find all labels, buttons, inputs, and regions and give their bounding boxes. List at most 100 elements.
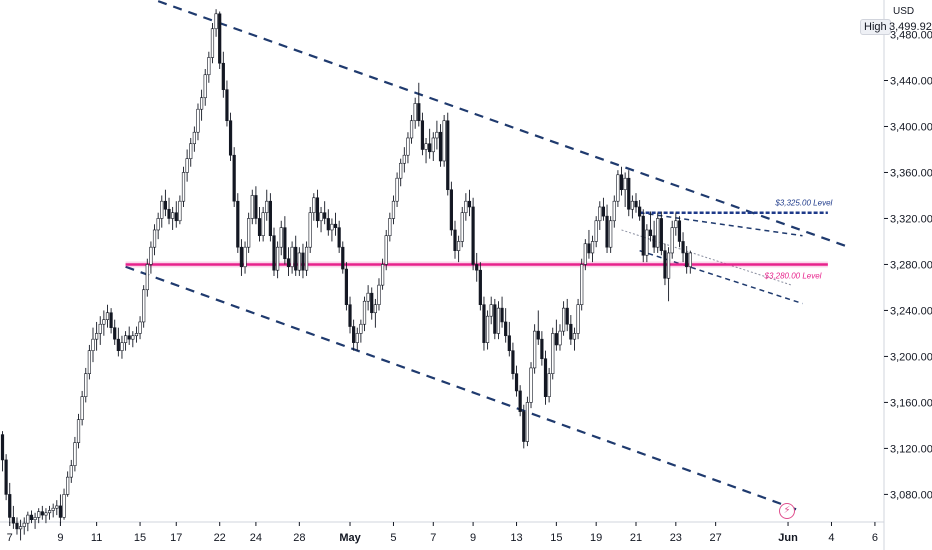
candle-body — [337, 227, 341, 248]
candle-body — [623, 177, 627, 191]
candle-body — [33, 517, 37, 521]
candle-body — [533, 330, 537, 369]
candle-body — [677, 220, 682, 242]
candle-body — [312, 197, 316, 214]
candle-body — [181, 172, 186, 202]
y-tick-label: 3,120.00 — [890, 443, 932, 455]
x-tick-label: 5 — [390, 532, 396, 544]
candle-body — [500, 307, 504, 323]
currency-label: USD — [893, 6, 915, 17]
inner-lower-trendline — [639, 249, 803, 305]
candle-body — [102, 319, 106, 325]
candle-body — [424, 143, 428, 150]
candle-body — [420, 120, 425, 150]
y-tick-label: 3,200.00 — [890, 351, 932, 363]
candle-body — [475, 264, 479, 271]
candle-body — [37, 511, 41, 518]
candle-body — [504, 321, 508, 337]
candle-body — [438, 131, 443, 162]
candle-body — [91, 338, 95, 351]
x-tick-label: 9 — [57, 532, 63, 544]
candle-body — [362, 300, 367, 325]
candle-body — [685, 252, 689, 268]
candle-body — [406, 137, 410, 156]
candle-body — [214, 13, 218, 30]
candle-body — [236, 200, 240, 248]
candle-body — [254, 195, 258, 219]
candle-body — [218, 13, 222, 64]
candle-body — [149, 246, 153, 265]
y-tick-label: 3,480.00 — [890, 29, 932, 41]
y-tick-label: 3,280.00 — [890, 259, 932, 271]
candle-body — [8, 494, 12, 518]
candle-body — [580, 264, 584, 305]
candle-body — [435, 131, 439, 139]
x-tick-label: 11 — [91, 532, 102, 544]
lightning-icon[interactable]: ⚡︎ — [779, 503, 795, 519]
x-tick-label: 19 — [590, 532, 602, 544]
candle-body — [203, 74, 207, 99]
candle-body — [73, 442, 77, 466]
candle-body — [344, 268, 349, 305]
candle-body — [489, 304, 493, 317]
candle-body — [388, 218, 392, 237]
candle-body — [84, 373, 88, 397]
candle-body — [561, 307, 566, 332]
candle-body — [326, 218, 330, 231]
candle-body — [163, 200, 168, 210]
candle-body — [109, 312, 113, 328]
candle-body — [0, 434, 5, 461]
candle-body — [98, 323, 102, 334]
x-tick-label: 24 — [250, 532, 262, 544]
candle-body — [87, 350, 91, 374]
candle-body — [402, 154, 406, 164]
candle-body — [174, 212, 178, 222]
x-tick-label: 27 — [710, 532, 722, 544]
candle-body — [69, 465, 73, 478]
candle-body — [51, 507, 55, 511]
candle-body — [18, 526, 23, 530]
candle-body — [304, 246, 309, 271]
candle-body — [138, 321, 142, 334]
y-tick-label: 3,440.00 — [890, 75, 932, 87]
candle-body — [543, 358, 548, 397]
candle-body — [366, 292, 370, 302]
high-price-chip[interactable]: High — [860, 19, 891, 35]
candle-body — [670, 227, 674, 254]
candle-body — [648, 229, 653, 237]
y-tick-label: 3,160.00 — [890, 397, 932, 409]
candle-body — [207, 57, 211, 76]
candle-body — [529, 367, 533, 403]
candle-body — [286, 258, 291, 268]
candle-body — [44, 512, 48, 516]
y-tick-label: 3,320.00 — [890, 213, 932, 225]
x-tick-label: Jun — [778, 532, 798, 544]
candle-body — [594, 220, 598, 242]
candle-body — [196, 108, 200, 133]
candle-body — [127, 335, 131, 340]
candle-body — [352, 326, 356, 343]
candle-body — [76, 419, 81, 443]
candle-body — [558, 330, 562, 346]
candle-body — [634, 200, 638, 208]
candle-body — [507, 335, 511, 351]
candle-body — [333, 223, 338, 228]
candle-body — [319, 212, 323, 222]
candle-body — [185, 158, 189, 173]
candle-body — [301, 252, 305, 271]
candle-body — [232, 154, 236, 202]
inner-mid-trendline — [621, 229, 792, 286]
candle-body — [453, 229, 457, 251]
candle-body — [522, 411, 526, 442]
candle-body — [47, 510, 52, 514]
candle-body — [210, 28, 215, 58]
candle-body — [380, 264, 385, 286]
candle-body — [62, 494, 66, 518]
candle-body — [659, 218, 663, 251]
candle-body — [565, 307, 569, 325]
candle-body — [55, 505, 59, 509]
candle-body — [250, 195, 254, 219]
candle-body — [413, 103, 417, 122]
x-tick-label: 23 — [670, 532, 682, 544]
